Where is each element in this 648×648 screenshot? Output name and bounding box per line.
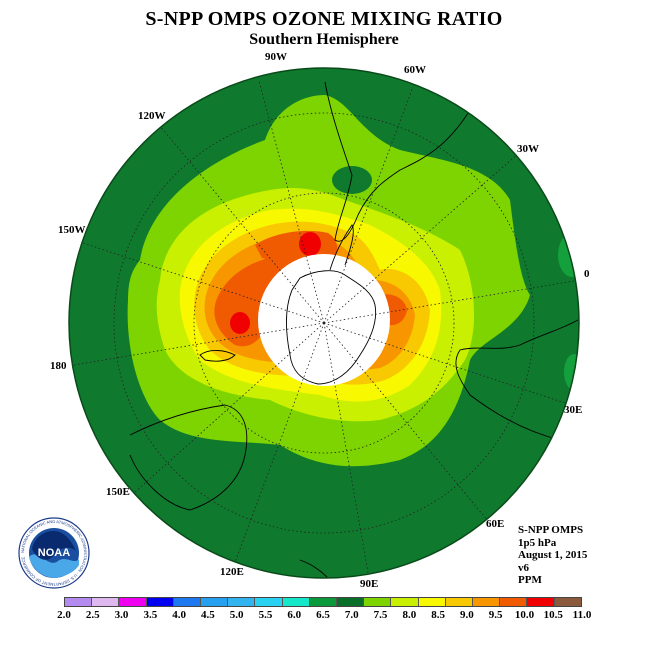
colorbar-swatch xyxy=(119,598,147,606)
info-date: August 1, 2015 xyxy=(518,549,588,561)
colorbar-tick-label: 2.0 xyxy=(57,609,71,621)
logo-text: NOAA xyxy=(38,547,70,559)
colorbar-tick-label: 2.5 xyxy=(85,609,100,621)
map-title: S-NPP OMPS OZONE MIXING RATIO xyxy=(145,8,503,30)
colorbar-tick-label: 9.0 xyxy=(460,609,474,621)
noaa-logo-icon: NOAA NATIONAL OCEANIC AND ATMOSPHERIC AD… xyxy=(18,517,90,589)
info-version: v6 xyxy=(518,561,529,574)
colorbar-tick-label: 6.5 xyxy=(316,609,330,621)
lon-label-30w: 30W xyxy=(517,143,539,155)
graticule xyxy=(69,80,579,578)
colorbar-tick-label: 4.5 xyxy=(201,609,215,621)
colorbar-tick-label: 10.0 xyxy=(514,609,535,621)
colorbar-swatch xyxy=(445,598,474,606)
colorbar-swatch xyxy=(255,598,283,606)
colorbar-swatch xyxy=(173,598,202,606)
colorbar-swatch xyxy=(391,598,419,606)
colorbar-tick-label: 7.0 xyxy=(344,609,359,621)
lon-label-60e: 60E xyxy=(486,518,505,530)
lon-label-90e: 90E xyxy=(360,578,379,590)
colorbar-swatch xyxy=(500,598,528,606)
coastlines xyxy=(129,81,579,578)
map-subtitle: Southern Hemisphere xyxy=(249,31,399,48)
colorbar-swatch xyxy=(554,598,581,606)
colorbar-swatch xyxy=(228,598,256,606)
colorbar-tick-label: 8.0 xyxy=(402,609,417,621)
colorbar-swatch xyxy=(282,598,310,606)
lon-label-90w: 90W xyxy=(265,51,287,63)
colorbar-swatch xyxy=(418,598,446,606)
colorbar-swatch xyxy=(201,598,229,606)
colorbar-tick-label: 5.5 xyxy=(258,609,273,621)
colorbar xyxy=(64,597,582,607)
lon-label-0: 0 xyxy=(584,268,590,280)
info-level: 1p5 hPa xyxy=(518,536,557,549)
colorbar-tick-label: 7.5 xyxy=(373,609,388,621)
colorbar-tick-label: 8.5 xyxy=(431,609,445,621)
colorbar-tick-label: 9.5 xyxy=(488,609,503,621)
info-block: S-NPP OMPS 1p5 hPa August 1, 2015 v6 PPM xyxy=(518,524,587,587)
colorbar-swatch xyxy=(65,598,93,606)
colorbar-swatch xyxy=(527,598,555,606)
colorbar-swatch xyxy=(146,598,174,606)
info-units: PPM xyxy=(518,574,542,586)
lon-label-150w: 150W xyxy=(58,224,86,236)
colorbar-swatch xyxy=(92,598,120,606)
colorbar-swatch xyxy=(473,598,501,606)
colorbar-tick-label: 11.0 xyxy=(572,609,592,621)
colorbar-tick-label: 4.0 xyxy=(172,609,186,621)
lon-label-120w: 120W xyxy=(138,110,166,122)
colorbar-tick-label: 5.0 xyxy=(229,609,244,621)
colorbar-tick-label: 3.5 xyxy=(143,609,158,621)
colorbar-swatch xyxy=(364,598,392,606)
lon-label-120e: 120E xyxy=(220,566,244,578)
lon-label-180: 180 xyxy=(50,360,67,372)
colorbar-swatch xyxy=(309,598,338,606)
info-instrument: S-NPP OMPS xyxy=(518,524,584,536)
lon-label-150e: 150E xyxy=(106,486,130,498)
lon-label-30e: 30E xyxy=(564,404,583,416)
ozone-field xyxy=(69,68,579,578)
colorbar-swatch xyxy=(337,598,365,606)
lon-label-60w: 60W xyxy=(404,64,426,76)
colorbar-tick-label: 3.0 xyxy=(114,609,129,621)
colorbar-tick-label: 6.0 xyxy=(287,609,302,621)
colorbar-tick-label: 10.5 xyxy=(543,609,563,621)
